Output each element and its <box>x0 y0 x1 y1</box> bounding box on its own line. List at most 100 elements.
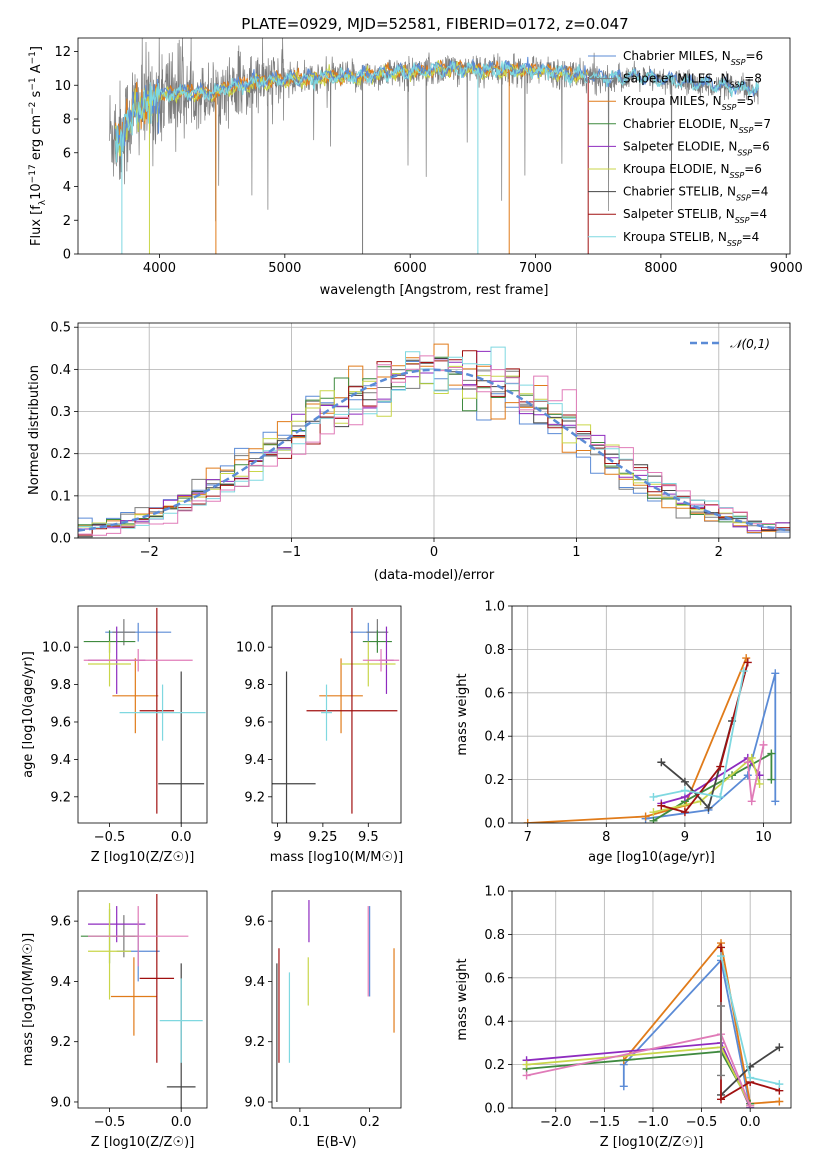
error-bar <box>139 607 175 814</box>
legend-label: Salpeter STELIB, NSSP=4 <box>623 207 767 225</box>
residuals-axes-frame <box>77 322 791 539</box>
weight-marker <box>649 816 658 823</box>
weight-vs-z-panel-frame <box>511 890 792 1109</box>
weight-marker <box>619 1082 628 1091</box>
mass-vs-ebv-panel-frame <box>271 890 402 1109</box>
y-tick-label: 9.4 <box>244 753 265 768</box>
age-vs-Z-ylabel: age [log10(age/yr)] <box>21 651 36 778</box>
error-bar <box>272 671 316 823</box>
residuals-legend: 𝒩(0,1) <box>690 337 770 351</box>
weight-vs-Z-ylabel: mass weight <box>455 958 470 1040</box>
y-tick-label: 9.2 <box>244 1035 265 1050</box>
weight-marker <box>742 654 751 663</box>
weight-marker <box>771 797 780 806</box>
weight-marker <box>743 658 752 667</box>
error-bar <box>306 607 398 814</box>
weight-marker <box>704 803 713 812</box>
weight-marker <box>775 1043 784 1052</box>
weight-marker <box>739 667 748 676</box>
x-tick-label: −2.0 <box>540 1115 572 1130</box>
y-tick-label: 1.0 <box>484 600 505 615</box>
y-tick-label: 9.0 <box>244 1095 265 1110</box>
error-bar <box>158 671 205 823</box>
residual-histogram <box>78 355 790 536</box>
error-bar <box>341 641 396 687</box>
x-tick-label: 1 <box>572 545 580 560</box>
error-bar <box>119 684 206 741</box>
mass-vs-Z-xlabel: Z [log10(Z/Z☉)] <box>91 1135 195 1150</box>
weight-marker <box>746 1073 755 1082</box>
age-vs-mass-panel-frame <box>271 605 402 824</box>
error-bar <box>83 649 193 672</box>
error-bars <box>83 607 206 823</box>
x-tick-label: 6000 <box>394 261 427 276</box>
y-tick-label: 9.4 <box>244 975 265 990</box>
y-tick-label: 8 <box>63 113 71 128</box>
mass-vs-ebv-panel: 0.1 0.2 9.0 9.2 9.4 9.6 E(B-V) <box>244 890 402 1150</box>
x-tick-label: 0.1 <box>290 1115 311 1130</box>
error-bar <box>362 630 392 653</box>
weight-marker <box>641 812 650 821</box>
weight-marker <box>716 762 725 771</box>
x-tick-label: 9000 <box>770 261 803 276</box>
legend-item: Chabrier MILES, NSSP=6 <box>588 49 763 67</box>
x-tick-label: 0 <box>430 545 438 560</box>
legend-label: Salpeter ELODIE, NSSP=6 <box>623 139 770 157</box>
x-tick-label: −0.5 <box>94 1115 126 1130</box>
weight-marker <box>743 758 752 767</box>
weight-marker <box>717 1002 726 1011</box>
x-tick-label: 4000 <box>143 261 176 276</box>
y-tick-label: 0.8 <box>484 928 505 943</box>
legend-item: Kroupa STELIB, NSSP=4 <box>588 230 759 247</box>
y-tick-label: 0.2 <box>484 773 505 788</box>
y-tick-label: 1.0 <box>484 885 505 900</box>
y-tick-label: 9.6 <box>244 915 265 930</box>
y-tick-label: 9.0 <box>50 1095 71 1110</box>
weight-vs-age-panel-frame <box>511 605 792 824</box>
x-tick-label: 0.0 <box>171 1115 192 1130</box>
y-tick-label: 0.4 <box>484 730 505 745</box>
x-tick-label: 9.25 <box>308 830 337 845</box>
weight-lines <box>523 654 780 823</box>
x-tick-label: 9 <box>273 830 281 845</box>
weight-line <box>661 662 749 814</box>
figure-title: PLATE=0929, MJD=52581, FIBERID=0172, z=0… <box>241 15 628 33</box>
y-tick-label: 0.1 <box>50 489 71 504</box>
spectrum-lines <box>108 38 760 254</box>
mass-vs-EBV-xlabel: E(B-V) <box>316 1135 356 1150</box>
weight-marker <box>680 777 689 786</box>
x-tick-label: 7 <box>524 830 532 845</box>
weight-marker <box>747 753 756 762</box>
x-tick-label: −1.0 <box>637 1115 669 1130</box>
age-vs-z-panel-frame <box>77 605 208 824</box>
age-vs-z-panel: −0.5 0.0 9.2 9.4 9.6 9.8 10.0 Z [log10(Z/Z☉)] ag… <box>21 605 208 865</box>
residual-histograms <box>78 343 790 538</box>
residuals-ylabel: Normed distribution <box>27 365 42 495</box>
x-tick-label: 2 <box>715 545 723 560</box>
age-vs-mass-panel: 9 9.25 9.5 9.2 9.4 9.6 9.8 10.0 mass [log10(M/M☉… <box>236 605 403 865</box>
y-tick-label: 9.8 <box>244 678 265 693</box>
x-tick-label: 10 <box>755 830 772 845</box>
weight-line <box>526 1046 752 1107</box>
weight-marker <box>680 786 689 795</box>
spectrum-legend: Chabrier MILES, NSSP=6 Salpeter MILES, NS… <box>588 49 771 247</box>
legend-item: Kroupa ELODIE, NSSP=6 <box>588 162 762 180</box>
weight-marker <box>759 740 768 749</box>
legend-label: Kroupa MILES, NSSP=5 <box>623 94 754 112</box>
x-tick-label: −1 <box>282 545 301 560</box>
legend-item: Chabrier ELODIE, NSSP=7 <box>588 117 771 134</box>
weight-marker <box>649 808 658 817</box>
weight-vs-age-xlabel: age [log10(age/yr)] <box>588 850 715 865</box>
weight-lines <box>522 939 784 1108</box>
x-tick-label: 9 <box>681 830 689 845</box>
weight-marker <box>657 758 666 767</box>
weight-marker <box>657 801 666 810</box>
weight-marker <box>747 797 756 806</box>
mass-vs-Z-ylabel: mass [log10(M/M☉)] <box>21 933 36 1066</box>
y-tick-label: 0.3 <box>50 405 71 420</box>
weight-marker <box>523 819 532 823</box>
weight-marker <box>767 749 776 758</box>
error-bars <box>272 607 400 823</box>
weight-marker <box>680 808 689 817</box>
